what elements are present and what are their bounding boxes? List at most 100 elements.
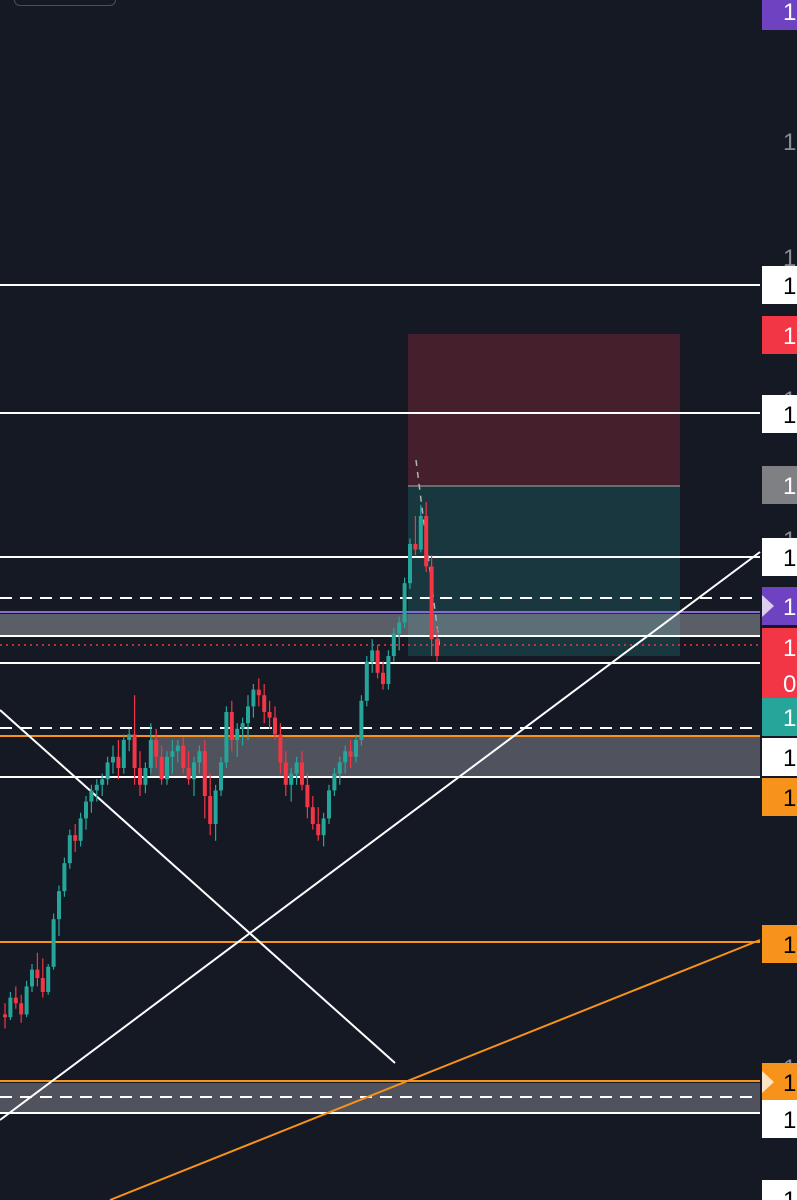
- candle-body: [175, 745, 180, 752]
- price-label-bg: [762, 395, 797, 433]
- price-label-text: 1: [783, 745, 796, 772]
- candle-body: [154, 740, 159, 757]
- price-label-bg: [762, 664, 797, 700]
- price-label-scale-1: 1: [783, 129, 796, 156]
- candle: [62, 857, 67, 897]
- price-label-bg: [762, 266, 797, 304]
- candle: [208, 773, 213, 836]
- candle-body: [418, 516, 423, 550]
- price-label-support-1: 1: [762, 738, 797, 776]
- candle: [273, 706, 277, 740]
- candle: [343, 745, 348, 774]
- candle: [73, 824, 78, 852]
- price-label-resistance-2: 1: [762, 395, 797, 433]
- candle: [132, 695, 137, 785]
- candle-body: [251, 689, 256, 707]
- candle-body: [51, 919, 56, 967]
- candle-body: [289, 773, 294, 785]
- candle-body: [111, 756, 115, 763]
- price-label-text: 1: [783, 785, 796, 812]
- candle: [51, 913, 56, 970]
- price-label-text: 1: [783, 402, 796, 429]
- candle: [67, 829, 72, 869]
- candle: [375, 644, 380, 679]
- resistance-band: [0, 614, 760, 636]
- candle-body: [181, 745, 186, 768]
- candle: [300, 751, 304, 791]
- price-label-text: 1: [783, 635, 796, 662]
- candle: [316, 807, 321, 841]
- price-label-text: 1: [783, 323, 796, 350]
- candle: [246, 695, 250, 740]
- candle-body: [327, 790, 331, 819]
- candle-body: [127, 734, 132, 740]
- candle-body: [235, 728, 240, 740]
- candle-body: [354, 740, 358, 757]
- price-label-text: 1: [783, 1107, 796, 1134]
- candle: [435, 628, 439, 662]
- candle-body: [229, 712, 234, 740]
- alert-marker-icon: [762, 595, 774, 617]
- candle: [40, 958, 45, 998]
- candle-body: [278, 734, 283, 763]
- take-profit-zone: [408, 486, 680, 656]
- price-label-orange-1: 1: [762, 778, 797, 816]
- candle-body: [310, 807, 315, 824]
- candle-body: [364, 661, 369, 701]
- price-label-bg: [762, 925, 797, 963]
- candle: [121, 734, 126, 774]
- candle-body: [208, 796, 213, 824]
- price-label-text: 1: [783, 545, 796, 572]
- candle-body: [170, 751, 175, 757]
- candle: [337, 756, 342, 785]
- candle-body: [224, 712, 229, 763]
- price-label-stop-loss: 1: [762, 316, 797, 354]
- candle-body: [429, 566, 434, 640]
- candle-body: [138, 768, 142, 785]
- price-label-orange-3: 1: [762, 1063, 797, 1101]
- candle: [391, 628, 396, 662]
- candle-body: [219, 762, 223, 791]
- candles-layer: [3, 502, 439, 1029]
- candle: [143, 762, 148, 794]
- candle-body: [202, 751, 207, 796]
- candle: [289, 768, 294, 802]
- candle-body: [262, 695, 267, 712]
- price-label-text: 1: [783, 1187, 796, 1200]
- price-label-text: 1: [783, 705, 796, 732]
- candle: [35, 952, 40, 987]
- candle: [154, 728, 159, 768]
- candle: [165, 751, 169, 785]
- candle: [46, 964, 51, 995]
- candle-body: [397, 622, 402, 634]
- candle: [94, 779, 99, 802]
- candle: [100, 773, 105, 796]
- price-label-bg: [762, 466, 797, 504]
- candle: [381, 661, 385, 690]
- zones-layer: [0, 334, 760, 1113]
- candle: [116, 740, 121, 780]
- candle: [262, 684, 267, 724]
- price-label-bg: [762, 778, 797, 816]
- candle: [359, 695, 364, 746]
- price-label-bg: [762, 316, 797, 354]
- candle: [321, 812, 326, 847]
- price-label-countdown: 0: [762, 664, 797, 700]
- candle: [386, 650, 391, 690]
- price-label-bg: [762, 628, 797, 664]
- candle-body: [256, 689, 261, 696]
- candle: [84, 796, 88, 830]
- candle-body: [67, 835, 72, 864]
- candle-body: [386, 656, 391, 684]
- candle-body: [283, 762, 288, 785]
- candle-body: [143, 768, 148, 785]
- candle-body: [89, 790, 94, 802]
- candle-body: [46, 966, 51, 992]
- price-label-text: 1: [783, 473, 796, 500]
- projection-arrow: [415, 459, 441, 651]
- candle: [186, 751, 191, 785]
- candle-body: [294, 762, 299, 774]
- price-label-resistance-top: 1: [762, 266, 797, 304]
- candle-body: [413, 544, 418, 550]
- candle: [224, 706, 229, 768]
